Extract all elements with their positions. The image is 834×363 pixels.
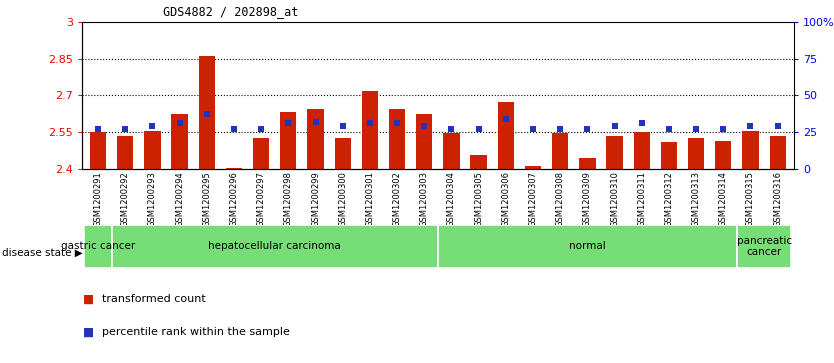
Text: GSM1200303: GSM1200303	[420, 171, 429, 228]
Text: gastric cancer: gastric cancer	[61, 241, 135, 252]
Bar	[117, 136, 133, 169]
Bar	[498, 102, 514, 169]
Text: GSM1200306: GSM1200306	[501, 171, 510, 228]
Bar	[198, 56, 215, 169]
Text: ■: ■	[83, 293, 94, 306]
Text: percentile rank within the sample: percentile rank within the sample	[102, 327, 289, 337]
Text: GSM1200316: GSM1200316	[773, 171, 782, 228]
Bar	[172, 114, 188, 169]
Bar	[90, 132, 106, 169]
Bar	[416, 114, 432, 169]
Text: ■: ■	[83, 326, 94, 339]
Bar	[444, 133, 460, 169]
Bar	[362, 91, 378, 169]
Text: disease state ▶: disease state ▶	[2, 247, 83, 257]
Text: GSM1200294: GSM1200294	[175, 171, 184, 227]
Text: GSM1200314: GSM1200314	[719, 171, 728, 227]
Text: normal: normal	[569, 241, 605, 252]
Bar	[112, 225, 438, 268]
Text: GSM1200295: GSM1200295	[203, 171, 211, 227]
Text: GSM1200315: GSM1200315	[746, 171, 755, 227]
Text: GSM1200299: GSM1200299	[311, 171, 320, 227]
Bar	[634, 132, 650, 169]
Bar	[770, 136, 786, 169]
Text: GSM1200310: GSM1200310	[610, 171, 619, 227]
Text: hepatocellular carcinoma: hepatocellular carcinoma	[208, 241, 341, 252]
Text: GSM1200305: GSM1200305	[474, 171, 483, 227]
Text: GSM1200293: GSM1200293	[148, 171, 157, 227]
Bar	[606, 136, 623, 169]
Text: GSM1200307: GSM1200307	[529, 171, 537, 228]
Bar	[334, 138, 351, 169]
Bar	[308, 109, 324, 169]
Text: GSM1200297: GSM1200297	[257, 171, 266, 227]
Text: GSM1200312: GSM1200312	[665, 171, 673, 227]
Bar	[280, 112, 297, 169]
Bar	[688, 138, 704, 169]
Bar	[470, 155, 487, 169]
Text: GSM1200300: GSM1200300	[339, 171, 347, 227]
Text: GSM1200302: GSM1200302	[393, 171, 402, 227]
Text: pancreatic
cancer: pancreatic cancer	[736, 236, 791, 257]
Bar	[389, 109, 405, 169]
Text: GDS4882 / 202898_at: GDS4882 / 202898_at	[163, 5, 298, 19]
Bar	[552, 133, 568, 169]
Bar	[737, 225, 791, 268]
Text: GSM1200301: GSM1200301	[365, 171, 374, 227]
Bar	[144, 131, 161, 169]
Bar	[525, 166, 541, 169]
Text: GSM1200309: GSM1200309	[583, 171, 592, 227]
Text: GSM1200311: GSM1200311	[637, 171, 646, 227]
Bar	[579, 158, 595, 169]
Bar	[661, 142, 677, 169]
Bar	[742, 131, 759, 169]
Text: GSM1200308: GSM1200308	[555, 171, 565, 228]
Text: GSM1200291: GSM1200291	[93, 171, 103, 227]
Text: transformed count: transformed count	[102, 294, 205, 305]
Bar	[226, 168, 242, 169]
Bar	[253, 138, 269, 169]
Text: GSM1200304: GSM1200304	[447, 171, 456, 227]
Text: GSM1200296: GSM1200296	[229, 171, 239, 227]
Bar	[715, 140, 731, 169]
Text: GSM1200313: GSM1200313	[691, 171, 701, 228]
Text: GSM1200298: GSM1200298	[284, 171, 293, 227]
Bar	[84, 225, 112, 268]
Text: GSM1200292: GSM1200292	[121, 171, 130, 227]
Bar	[438, 225, 737, 268]
